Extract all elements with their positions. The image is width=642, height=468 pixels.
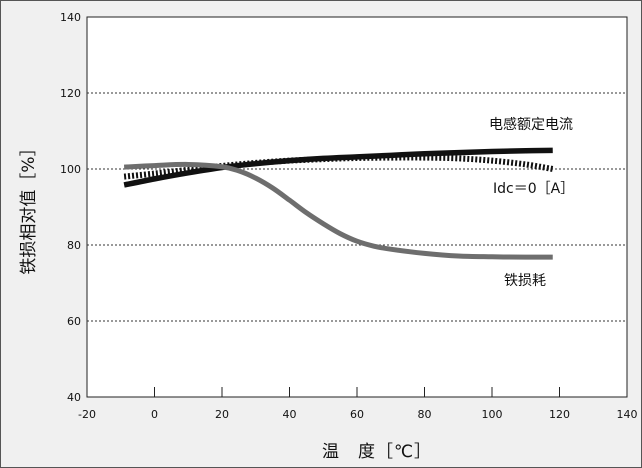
series-annotation-1: 电感额定电流	[489, 116, 573, 133]
y-tick-label: 40	[67, 391, 81, 404]
y-tick-label: 120	[60, 87, 81, 100]
x-tick-label: -20	[78, 408, 96, 421]
x-tick-label: 40	[283, 408, 297, 421]
series-line-3	[124, 161, 553, 260]
x-tick-label: 100	[482, 408, 503, 421]
series-annotation-3: 铁损耗	[504, 273, 546, 289]
x-axis-title: 温 度［℃］	[322, 442, 432, 462]
plot-area	[86, 16, 628, 398]
y-tick-label: 140	[60, 11, 81, 24]
series-annotation-2: Idc＝0［A］	[493, 181, 574, 197]
x-tick-label: 20	[215, 408, 229, 421]
y-tick-label: 60	[67, 315, 81, 328]
x-tick-label: 0	[151, 408, 158, 421]
y-tick-label: 100	[60, 163, 81, 176]
series-line-1	[123, 147, 553, 188]
y-axis-title: 铁损相对值［%］	[19, 139, 39, 274]
x-tick-label: 140	[617, 408, 638, 421]
x-tick-label: 80	[418, 408, 432, 421]
x-tick-label: 60	[350, 408, 364, 421]
x-tick-label: 120	[549, 408, 570, 421]
y-tick-label: 80	[67, 239, 81, 252]
